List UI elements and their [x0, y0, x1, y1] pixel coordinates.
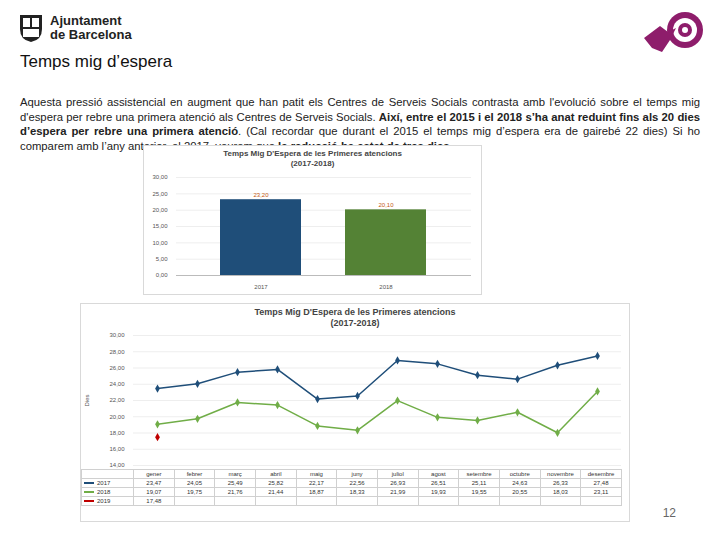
html-text:Ajuntament: Ajuntament	[50, 13, 122, 28]
svg-text:5,00: 5,00	[156, 256, 168, 262]
svg-text:20,00: 20,00	[109, 414, 125, 420]
html-text:setembre: setembre	[466, 471, 492, 477]
html-text:25,11: 25,11	[471, 480, 487, 486]
html-text:20,55: 20,55	[512, 489, 528, 495]
html-text:19,93: 19,93	[430, 489, 446, 495]
html-text:18,33: 18,33	[349, 489, 365, 495]
html-text:de Barcelona: de Barcelona	[50, 27, 132, 42]
html-text:2018: 2018	[97, 489, 111, 495]
svg-text:15,00: 15,00	[152, 223, 168, 229]
html-text:19,75: 19,75	[187, 489, 202, 495]
svg-text:30,00: 30,00	[109, 332, 125, 338]
html-text:18,87: 18,87	[308, 489, 324, 495]
svg-text:30,00: 30,00	[152, 174, 168, 180]
html-text:26,93: 26,93	[390, 480, 406, 486]
html-text:22,56: 22,56	[349, 480, 365, 486]
svg-text:20,00: 20,00	[152, 207, 168, 213]
svg-text:2017: 2017	[254, 284, 268, 289]
html-text:17,48: 17,48	[146, 498, 162, 504]
html-text:(2017-2018): (2017-2018)	[330, 318, 380, 328]
html-text:desembre: desembre	[587, 471, 615, 477]
html-text:maig: maig	[309, 471, 323, 477]
html-text:Temps mig d’espera: Temps mig d’espera	[20, 52, 173, 71]
html-text:12: 12	[662, 506, 676, 520]
svg-text:26,00: 26,00	[109, 365, 125, 371]
svg-text:24,00: 24,00	[109, 381, 125, 387]
svg-text:25,00: 25,00	[152, 191, 168, 197]
html-text:juliol: juliol	[391, 471, 404, 477]
html-text:25,82: 25,82	[268, 480, 284, 486]
html-text:18,03: 18,03	[552, 489, 568, 495]
html-text:març: març	[228, 471, 242, 477]
html-text:agost: agost	[431, 471, 446, 477]
svg-text:20,10: 20,10	[378, 202, 394, 208]
html-text:21,99: 21,99	[390, 489, 406, 495]
svg-text:22,00: 22,00	[109, 397, 125, 403]
html-text:Aquesta pressió assistencial e: Aquesta pressió assistencial en augment …	[20, 96, 700, 152]
html-text:gener: gener	[146, 471, 162, 477]
svg-text:14,00: 14,00	[109, 462, 125, 468]
html-text:(2017-2018): (2017-2018)	[290, 159, 335, 168]
html-text:abril: abril	[270, 471, 282, 477]
html-text:21,44: 21,44	[268, 489, 284, 495]
html-text:26,51: 26,51	[430, 480, 446, 486]
html-text:24,05: 24,05	[187, 480, 202, 486]
html-text:2019: 2019	[97, 498, 111, 504]
html-text:22,17: 22,17	[308, 480, 324, 486]
svg-text:0,00: 0,00	[156, 272, 168, 278]
html-text:27,48: 27,48	[593, 480, 609, 486]
html-text:19,55: 19,55	[471, 489, 487, 495]
svg-text:16,00: 16,00	[109, 446, 125, 452]
html-text:2017: 2017	[97, 480, 111, 486]
svg-text:18,00: 18,00	[109, 430, 125, 436]
svg-text:2018: 2018	[379, 284, 393, 289]
html-text:Temps Mig D'Espera de les Prim: Temps Mig D'Espera de les Primeres atenc…	[254, 307, 456, 317]
html-text:novembre: novembre	[547, 471, 574, 477]
html-text:24,63: 24,63	[512, 480, 528, 486]
svg-text:10,00: 10,00	[152, 240, 168, 246]
html-text:23,11: 23,11	[593, 489, 609, 495]
html-text:19,07: 19,07	[146, 489, 162, 495]
svg-text:Dies: Dies	[84, 394, 90, 406]
html-text:26,33: 26,33	[552, 480, 568, 486]
html-text:octubre: octubre	[509, 471, 530, 477]
svg-text:28,00: 28,00	[109, 349, 125, 355]
html-text:Temps Mig D'Espera de les Prim: Temps Mig D'Espera de les Primeres atenc…	[223, 149, 402, 158]
html-text:21,76: 21,76	[227, 489, 243, 495]
html-text:25,49: 25,49	[227, 480, 243, 486]
html-text:23,47: 23,47	[146, 480, 162, 486]
svg-text:23,20: 23,20	[253, 192, 269, 198]
html-text:juny: juny	[351, 471, 363, 477]
html-text:febrer: febrer	[186, 471, 203, 477]
